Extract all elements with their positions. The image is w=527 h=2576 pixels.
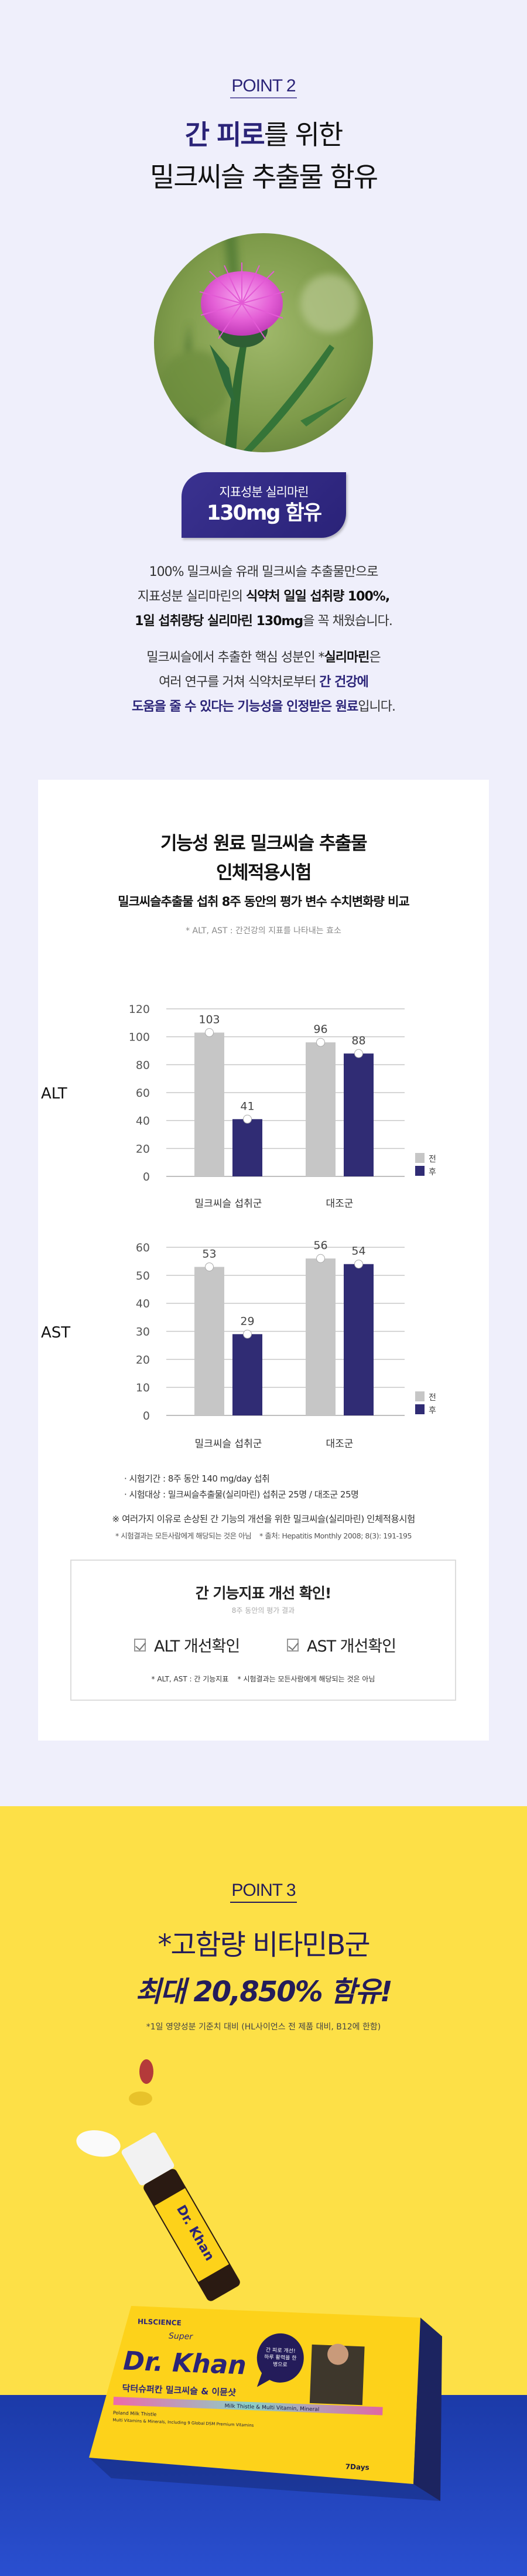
legend-swatch: [415, 1391, 425, 1401]
alt-check-item: ALT 개선확인: [134, 1633, 240, 1656]
bubble-text: 간 피로 개선! 하루 활력을 한 병으로: [264, 2347, 297, 2369]
thistle-flower: [199, 262, 285, 339]
y-tick-label: 0: [143, 1410, 150, 1422]
y-tick-label: 20: [136, 1142, 150, 1155]
y-tick-label: 50: [136, 1270, 150, 1282]
result-footnote: * ALT, AST : 간 기능지표 * 시험결과는 모든사람에게 해당되는 …: [151, 1675, 375, 1683]
product-feature-1: Poland Milk Thistle: [113, 2410, 157, 2417]
drkhan-logo: Dr. Khan: [122, 2346, 247, 2381]
category-label: 대조군: [326, 1438, 354, 1450]
data-label: 54: [351, 1245, 365, 1258]
data-label: 56: [313, 1239, 327, 1252]
legend-label: 후: [429, 1168, 436, 1177]
bar-marker: [316, 1254, 325, 1263]
legend-label: 후: [429, 1406, 436, 1415]
bar-marker: [354, 1049, 363, 1058]
result-subtitle: 8주 동안의 평가 결과: [231, 1606, 295, 1615]
study-enzyme-note: * ALT, AST : 간건강의 지표를 나타내는 효소: [186, 926, 341, 936]
speech-bubble: 간 피로 개선! 하루 활력을 한 병으로: [256, 2333, 304, 2387]
bar: [194, 1032, 224, 1176]
y-tick-label: 120: [129, 1003, 150, 1016]
product-box: [89, 2306, 420, 2484]
data-label: 88: [351, 1034, 365, 1047]
bar-marker: [243, 1114, 252, 1124]
study-remark: ※ 여러가지 이유로 손상된 간 기능의 개선을 위한 밀크씨슬(실리마린) 인…: [112, 1514, 415, 1524]
bar: [344, 1264, 374, 1415]
bar: [306, 1042, 336, 1176]
alt-chart: 0 20 40 60 80 100 120 ALT 103 41 밀크씨슬 섭취군 96 88 대조군 전후: [41, 1003, 436, 1210]
product-image: Dr. Khan HLSCIENCE Super Dr. Khan 닥터슈퍼칸 …: [0, 2059, 527, 2576]
y-tick-label: 30: [136, 1326, 150, 1339]
bar-marker: [243, 1329, 252, 1339]
point2-headline: 간 피로를 위한 밀크씨슬 추출물 함유: [149, 119, 378, 193]
y-tick-label: 60: [136, 1087, 150, 1100]
y-tick-label: 10: [136, 1381, 150, 1394]
y-tick-label: 40: [136, 1115, 150, 1128]
legend-swatch: [415, 1404, 425, 1414]
checkbox-icon: [287, 1638, 299, 1652]
bar: [232, 1334, 262, 1415]
point3-label: POINT 3: [0, 1881, 527, 1903]
intro-paragraph-1: 100% 밀크씨슬 유래 밀크씨슬 추출물만으로 지표성분 실리마린의 식약처 …: [135, 565, 393, 629]
yellow-pill: [129, 2091, 152, 2106]
bar-marker: [205, 1028, 214, 1038]
legend-label: 전: [429, 1393, 436, 1403]
category-label: 밀크씨슬 섭취군: [195, 1198, 262, 1210]
y-axis-label: ALT: [41, 1085, 67, 1103]
legend-label: 전: [429, 1155, 436, 1164]
bar: [306, 1258, 336, 1415]
data-label: 96: [313, 1023, 327, 1036]
study-title: 기능성 원료 밀크씨슬 추출물 인체적용시험: [160, 833, 368, 883]
red-pill: [139, 2059, 153, 2084]
y-tick-label: 40: [136, 1298, 150, 1311]
study-info: · 시험기간 : 8주 동안 140 mg/day 섭취 · 시험대상 : 밀크…: [124, 1473, 359, 1500]
data-label: 53: [202, 1247, 216, 1260]
ast-check-item: AST 개선확인: [287, 1633, 396, 1656]
bar: [194, 1267, 224, 1415]
bar: [232, 1119, 262, 1176]
y-tick-label: 20: [136, 1353, 150, 1366]
checkbox-icon: [134, 1638, 146, 1652]
legend-swatch: [415, 1166, 425, 1176]
intro-paragraph-2: 밀크씨슬에서 추출한 핵심 성분인 *실리마린은 여러 연구를 거쳐 식약처로부…: [132, 650, 396, 714]
bottle: Dr. Khan: [76, 2130, 240, 2301]
data-label: 41: [240, 1100, 254, 1113]
point2-label: POINT 2: [0, 76, 527, 98]
y-tick-label: 0: [143, 1171, 150, 1183]
point3-headline-line2: 최대 20,850% 함유!: [135, 1975, 392, 2008]
y-tick-label: 60: [136, 1241, 150, 1254]
y-tick-label: 80: [136, 1059, 150, 1072]
milk-thistle-image: [154, 233, 373, 452]
point3-headline-line1: *고함량 비타민B군: [158, 1929, 370, 1961]
data-label: 103: [199, 1014, 220, 1026]
data-label: 29: [240, 1315, 254, 1328]
model-photo: [309, 2344, 365, 2406]
study-disclaimer: * 시험결과는 모든사람에게 해당되는 것은 아님 * 출처: Hepatiti…: [115, 1531, 412, 1540]
bar: [344, 1053, 374, 1176]
study-subtitle: 밀크씨슬추출물 섭취 8주 동안의 평가 변수 수치변화량 비교: [118, 895, 409, 909]
y-axis-label: AST: [41, 1324, 70, 1342]
result-box: 간 기능지표 개선 확인! 8주 동안의 평가 결과 ALT 개선확인 AST …: [70, 1560, 456, 1701]
y-tick-label: 100: [129, 1031, 150, 1044]
bar-marker: [316, 1038, 325, 1047]
bar-marker: [205, 1262, 214, 1271]
super-logo: Super: [169, 2332, 194, 2342]
legend-swatch: [415, 1153, 425, 1163]
result-title: 간 기능지표 개선 확인!: [195, 1585, 332, 1602]
bar-marker: [354, 1260, 363, 1269]
category-label: 밀크씨슬 섭취군: [195, 1438, 262, 1450]
silymarin-badge: 지표성분 실리마린 130mg 함유: [182, 472, 346, 538]
point3-note: *1일 영양성분 기준치 대비 (HL사이언스 전 제품 대비, B12에 한함…: [146, 2022, 381, 2032]
category-label: 대조군: [326, 1198, 354, 1210]
ast-chart: 0 10 20 30 40 50 60 AST 53 29 밀크씨슬 섭취군 56 54 대조군 전후: [41, 1239, 436, 1450]
brand-logo: HLSCIENCE: [138, 2317, 182, 2327]
days-label: 7Days: [345, 2462, 369, 2472]
